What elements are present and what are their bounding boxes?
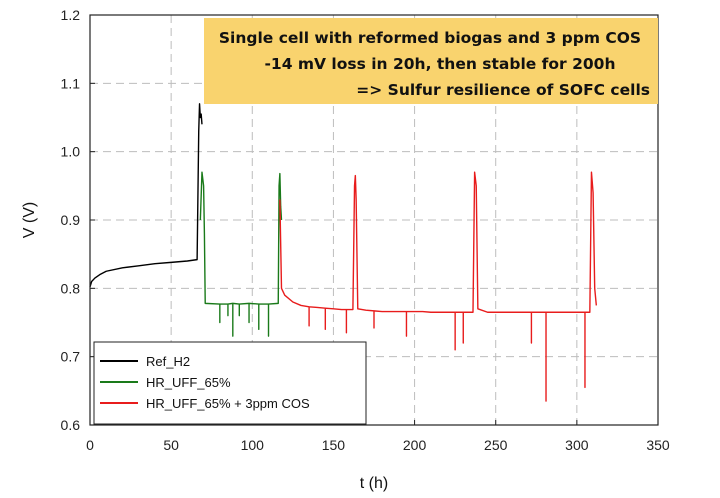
- y-tick-label: 0.6: [61, 417, 81, 433]
- series-layer: [89, 103, 598, 402]
- x-tick-label: 200: [403, 437, 427, 453]
- y-tick-label: 0.9: [61, 212, 81, 228]
- y-tick-label: 1.0: [61, 144, 81, 160]
- legend: Ref_H2 HR_UFF_65% HR_UFF_65% + 3ppm COS: [93, 341, 367, 425]
- annotation-line-2: -14 mV loss in 20h, then stable for 200h: [264, 55, 615, 73]
- x-tick-label: 100: [241, 437, 265, 453]
- x-tick-label: 300: [565, 437, 589, 453]
- x-tick-label: 150: [322, 437, 346, 453]
- legend-label-2: HR_UFF_65% + 3ppm COS: [146, 396, 310, 411]
- x-tick-label: 250: [484, 437, 508, 453]
- legend-items: Ref_H2 HR_UFF_65% HR_UFF_65% + 3ppm COS: [100, 354, 310, 411]
- y-tick-label: 0.7: [61, 349, 81, 365]
- annotation-background: [204, 18, 658, 104]
- series-line-0: [89, 103, 203, 288]
- legend-label-1: HR_UFF_65%: [146, 375, 231, 390]
- legend-box: [93, 341, 367, 425]
- series-line-2: [279, 171, 598, 402]
- series-line-1: [199, 171, 283, 337]
- x-tick-label: 350: [646, 437, 670, 453]
- annotation-line-3: => Sulfur resilience of SOFC cells: [356, 81, 650, 99]
- y-axis-title: V (V): [21, 202, 38, 238]
- x-tick-label: 0: [86, 437, 94, 453]
- legend-label-0: Ref_H2: [146, 354, 190, 369]
- x-axis-title: t (h): [360, 475, 388, 492]
- annotation-box: Single cell with reformed biogas and 3 p…: [204, 18, 658, 104]
- x-tick-label: 50: [163, 437, 179, 453]
- tick-labels: 0 50 100 150 200 250 300 350 0.6 0.7 0.8 0.9 1.0 1.1 1…: [61, 7, 670, 453]
- y-tick-label: 0.8: [61, 280, 81, 296]
- y-tick-label: 1.2: [61, 7, 81, 23]
- annotation-line-1: Single cell with reformed biogas and 3 p…: [219, 29, 641, 47]
- y-tick-label: 1.1: [61, 75, 81, 91]
